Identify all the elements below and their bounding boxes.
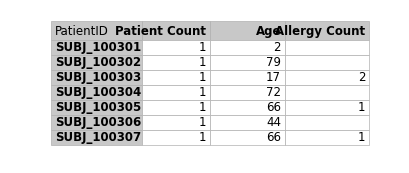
Text: 2: 2 <box>273 41 280 54</box>
Text: SUBJ_100301: SUBJ_100301 <box>55 41 141 54</box>
Bar <box>210 85 284 100</box>
Bar <box>51 130 142 144</box>
Text: SUBJ_100306: SUBJ_100306 <box>55 116 141 129</box>
Text: PatientID: PatientID <box>55 25 109 38</box>
Text: SUBJ_100305: SUBJ_100305 <box>55 101 141 114</box>
Bar <box>210 40 284 55</box>
Bar <box>51 115 142 130</box>
Bar <box>142 100 210 115</box>
Text: 79: 79 <box>265 56 280 69</box>
Text: 1: 1 <box>198 131 206 144</box>
Text: SUBJ_100307: SUBJ_100307 <box>55 131 141 144</box>
Text: SUBJ_100303: SUBJ_100303 <box>55 71 141 84</box>
Bar <box>51 55 142 70</box>
Bar <box>284 115 368 130</box>
Bar <box>210 115 284 130</box>
Bar <box>51 21 142 40</box>
Bar <box>51 40 142 55</box>
Bar <box>210 55 284 70</box>
Text: 2: 2 <box>357 71 364 84</box>
Text: 1: 1 <box>198 86 206 99</box>
Text: 1: 1 <box>198 71 206 84</box>
Text: 44: 44 <box>265 116 280 129</box>
Text: Age: Age <box>255 25 280 38</box>
Bar <box>51 85 142 100</box>
Bar <box>142 115 210 130</box>
Text: 1: 1 <box>198 56 206 69</box>
Text: 17: 17 <box>265 71 280 84</box>
Text: 1: 1 <box>198 101 206 114</box>
Bar <box>284 130 368 144</box>
Text: 1: 1 <box>198 41 206 54</box>
Text: Patient Count: Patient Count <box>115 25 206 38</box>
Text: SUBJ_100304: SUBJ_100304 <box>55 86 141 99</box>
Text: 66: 66 <box>265 101 280 114</box>
Bar <box>142 55 210 70</box>
Bar <box>210 100 284 115</box>
Bar <box>142 130 210 144</box>
Text: Allergy Count: Allergy Count <box>274 25 364 38</box>
Bar <box>142 21 210 40</box>
Bar <box>51 100 142 115</box>
Bar <box>284 100 368 115</box>
Text: SUBJ_100302: SUBJ_100302 <box>55 56 141 69</box>
Text: 1: 1 <box>357 131 364 144</box>
Bar <box>51 70 142 85</box>
Text: 66: 66 <box>265 131 280 144</box>
Bar <box>210 70 284 85</box>
Bar <box>284 70 368 85</box>
Bar <box>210 21 284 40</box>
Bar <box>284 40 368 55</box>
Text: 1: 1 <box>357 101 364 114</box>
Bar <box>142 85 210 100</box>
Bar <box>142 70 210 85</box>
Bar <box>210 130 284 144</box>
Bar <box>142 40 210 55</box>
Text: 1: 1 <box>198 116 206 129</box>
Bar <box>284 85 368 100</box>
Bar <box>284 55 368 70</box>
Text: 72: 72 <box>265 86 280 99</box>
Bar <box>284 21 368 40</box>
